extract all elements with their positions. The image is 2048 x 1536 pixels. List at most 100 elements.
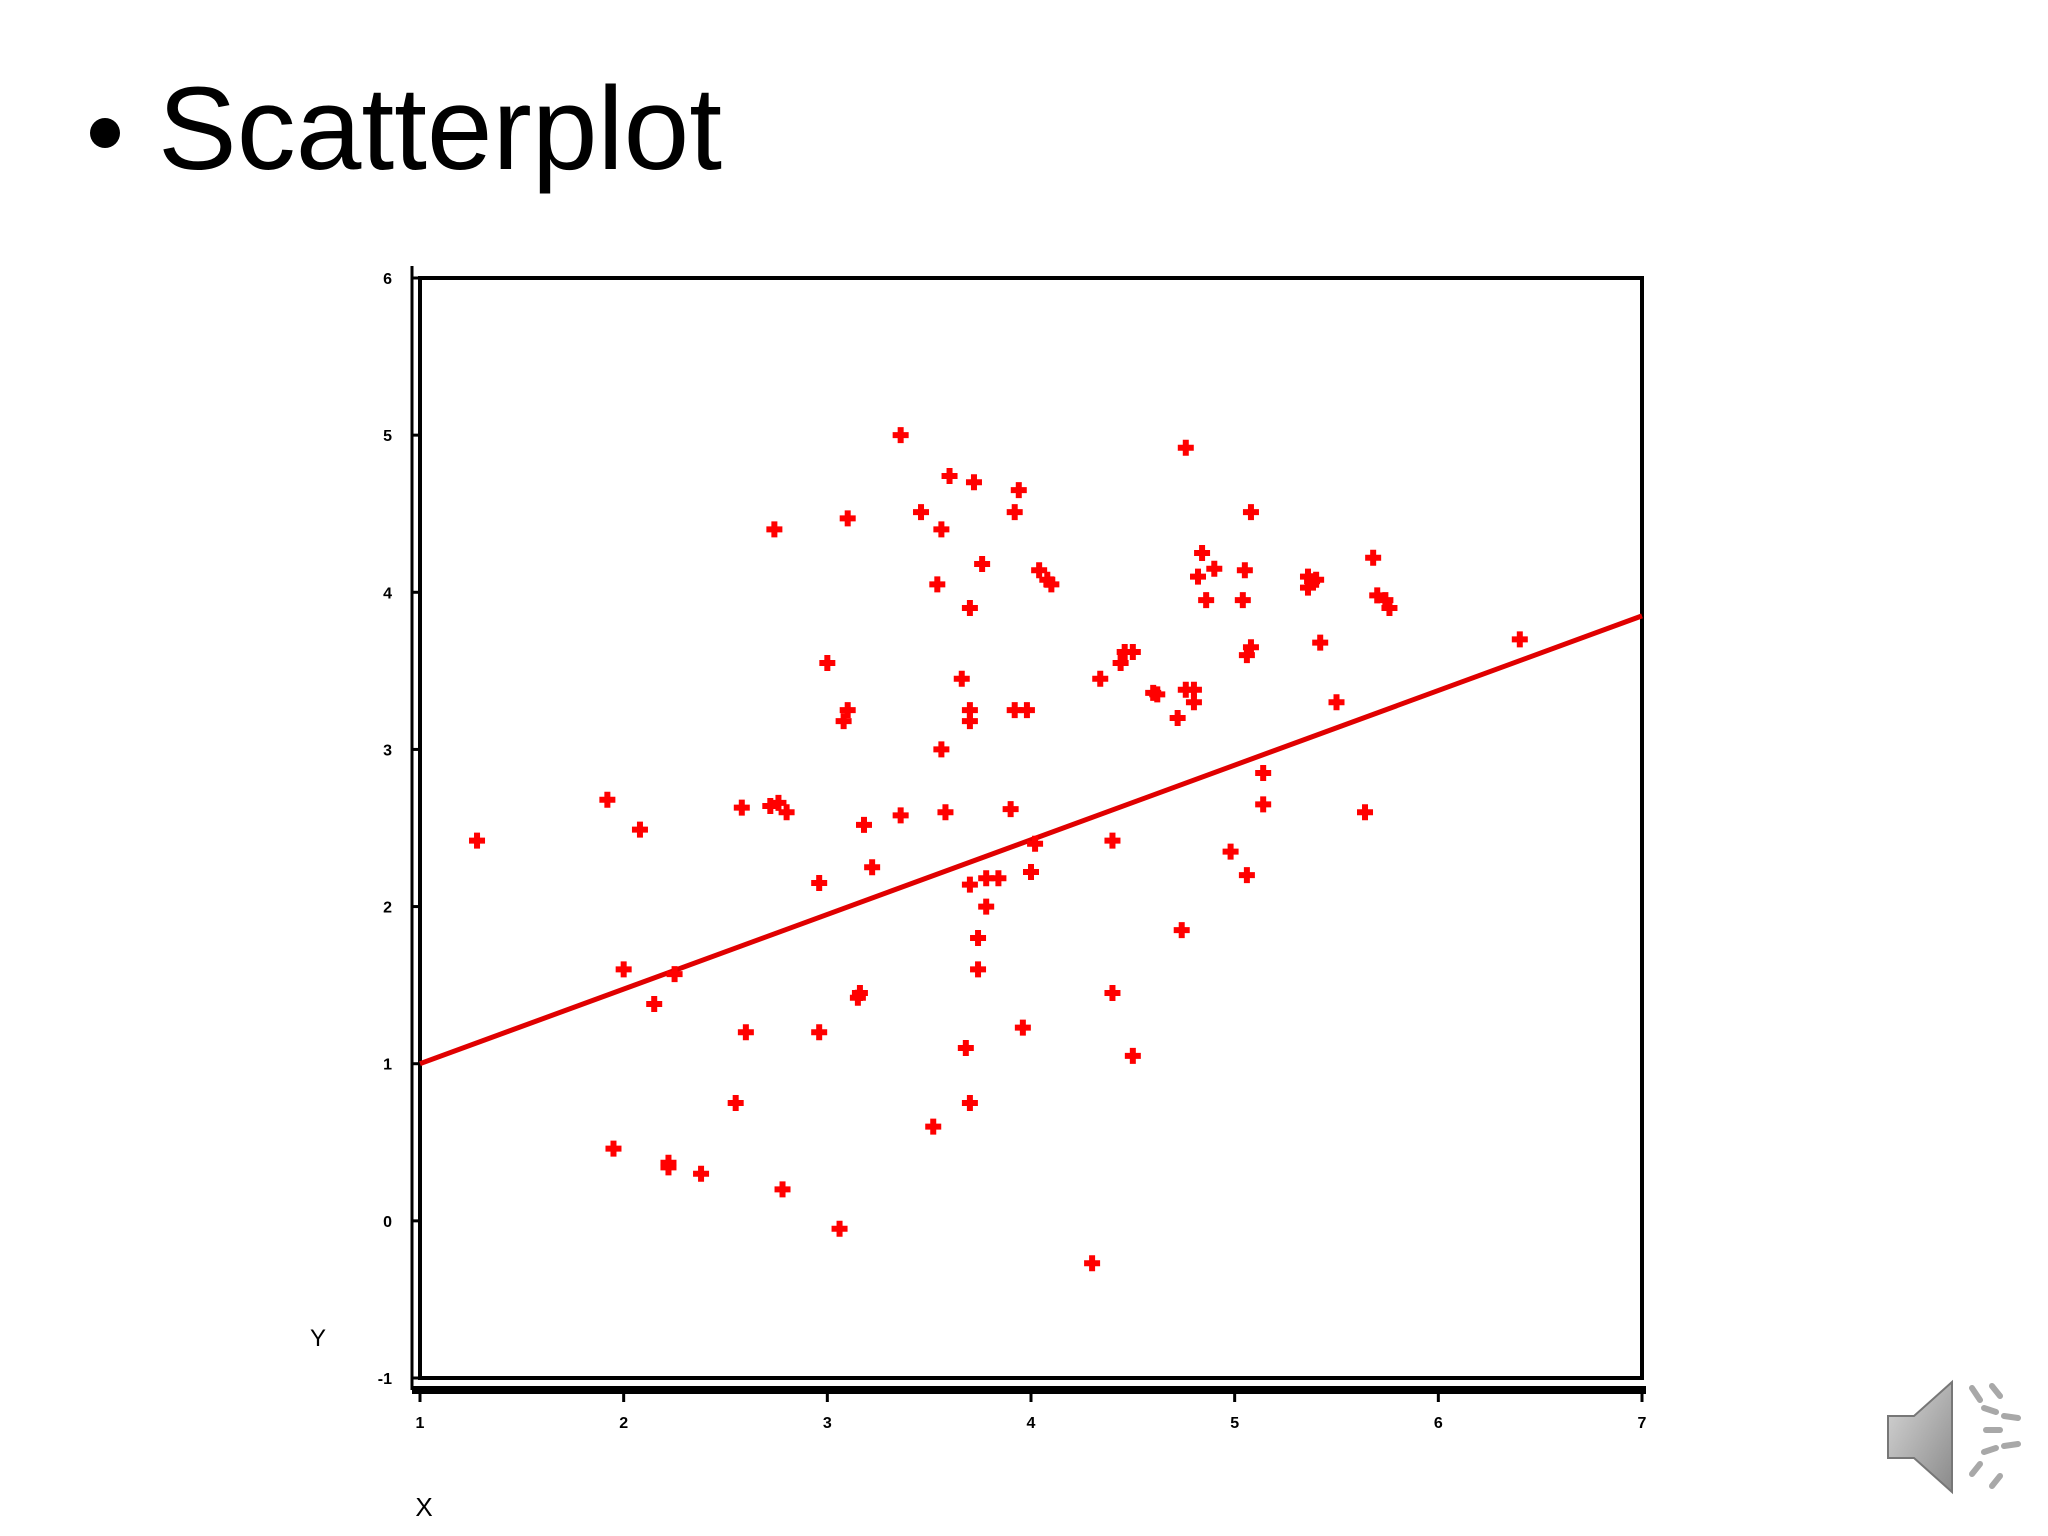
slide-title: Scatterplot [90, 70, 722, 188]
data-point [646, 996, 663, 1012]
data-point [727, 1095, 744, 1111]
data-point [961, 1095, 978, 1111]
y-tick-label: 1 [383, 1057, 392, 1074]
x-tick-label: 5 [1230, 1415, 1239, 1432]
data-point [937, 804, 954, 821]
data-point [851, 985, 868, 1001]
data-point [941, 468, 958, 484]
x-tick-label: 4 [1027, 1415, 1036, 1432]
data-point [831, 1220, 848, 1237]
y-tick-label: 6 [383, 271, 392, 288]
data-point [1206, 560, 1223, 577]
data-point [961, 713, 978, 730]
data-point [1365, 549, 1382, 566]
data-point [835, 713, 852, 730]
data-point [864, 859, 881, 876]
x-axis: 1 2 3 4 5 6 7 [412, 1386, 1647, 1432]
data-point [1381, 600, 1398, 616]
data-point [1238, 867, 1255, 884]
data-point [693, 1165, 710, 1182]
data-point [666, 966, 683, 983]
data-point [1169, 710, 1186, 726]
data-point [766, 521, 783, 538]
data-point [819, 655, 836, 671]
data-point [961, 876, 978, 893]
data-point [1014, 1019, 1031, 1036]
x-axis-label: X [415, 1492, 432, 1522]
data-point [737, 1024, 754, 1041]
y-tick-label: -1 [378, 1371, 392, 1388]
data-point [1242, 639, 1259, 656]
y-axis: -1 0 1 2 3 4 5 6 [378, 266, 418, 1390]
speaker-icon[interactable] [1880, 1372, 2030, 1502]
data-point [1092, 670, 1109, 687]
data-point [811, 1024, 828, 1041]
data-point [469, 832, 486, 849]
data-point [1234, 592, 1251, 609]
plot-frame [418, 276, 1644, 1380]
data-point [839, 510, 856, 527]
y-tick-label: 4 [383, 585, 392, 602]
data-point [811, 875, 828, 891]
data-point [1255, 765, 1272, 781]
data-point [1236, 562, 1253, 579]
data-point [1308, 571, 1325, 588]
data-point [1312, 634, 1329, 651]
y-tick-label: 0 [383, 1214, 392, 1231]
data-point [1173, 922, 1190, 939]
data-point [913, 504, 930, 521]
data-point [970, 930, 987, 946]
fit-line-group [419, 613, 1643, 1067]
x-tick-label: 1 [416, 1415, 425, 1432]
y-tick-label: 3 [383, 742, 392, 759]
data-point [778, 804, 795, 821]
data-point [1190, 568, 1207, 585]
data-point [1023, 864, 1039, 880]
x-tick-label: 6 [1434, 1415, 1443, 1432]
data-point [965, 474, 982, 491]
data-point [605, 1140, 622, 1157]
data-point [933, 521, 950, 538]
data-point [978, 898, 995, 915]
data-point [615, 961, 632, 978]
data-point [774, 1181, 791, 1198]
data-point [929, 576, 946, 593]
data-point [1018, 702, 1035, 719]
data-point [1149, 686, 1166, 703]
data-point [839, 702, 856, 719]
data-point [1010, 482, 1027, 499]
data-point [974, 556, 991, 572]
slide-title-text: Scatterplot [158, 63, 723, 195]
data-point [1242, 504, 1259, 521]
data-point [961, 600, 978, 616]
data-point [1002, 801, 1019, 818]
data-point [1104, 985, 1121, 1001]
data-point [770, 794, 787, 811]
data-point [1006, 504, 1023, 521]
data-point [1255, 796, 1272, 813]
plot-border [418, 276, 1644, 1380]
data-point [1222, 843, 1239, 860]
x-tick-label: 2 [619, 1415, 628, 1432]
data-points [469, 427, 1528, 1272]
data-point [1124, 644, 1141, 660]
data-point [970, 961, 987, 978]
data-point [1194, 545, 1211, 561]
data-point [1177, 439, 1194, 456]
data-point [1328, 694, 1345, 711]
data-point [631, 821, 648, 838]
data-point [933, 741, 950, 758]
data-point [953, 670, 970, 687]
data-point [1511, 631, 1528, 648]
data-point [990, 870, 1007, 887]
y-axis-label: Y [310, 1325, 326, 1352]
data-point [925, 1118, 942, 1135]
data-point [660, 1159, 677, 1176]
regression-line [419, 613, 1643, 1067]
data-point [957, 1040, 974, 1056]
data-point [1043, 576, 1060, 593]
data-point [1357, 804, 1374, 821]
data-point [1084, 1255, 1101, 1272]
data-point [1031, 562, 1048, 579]
